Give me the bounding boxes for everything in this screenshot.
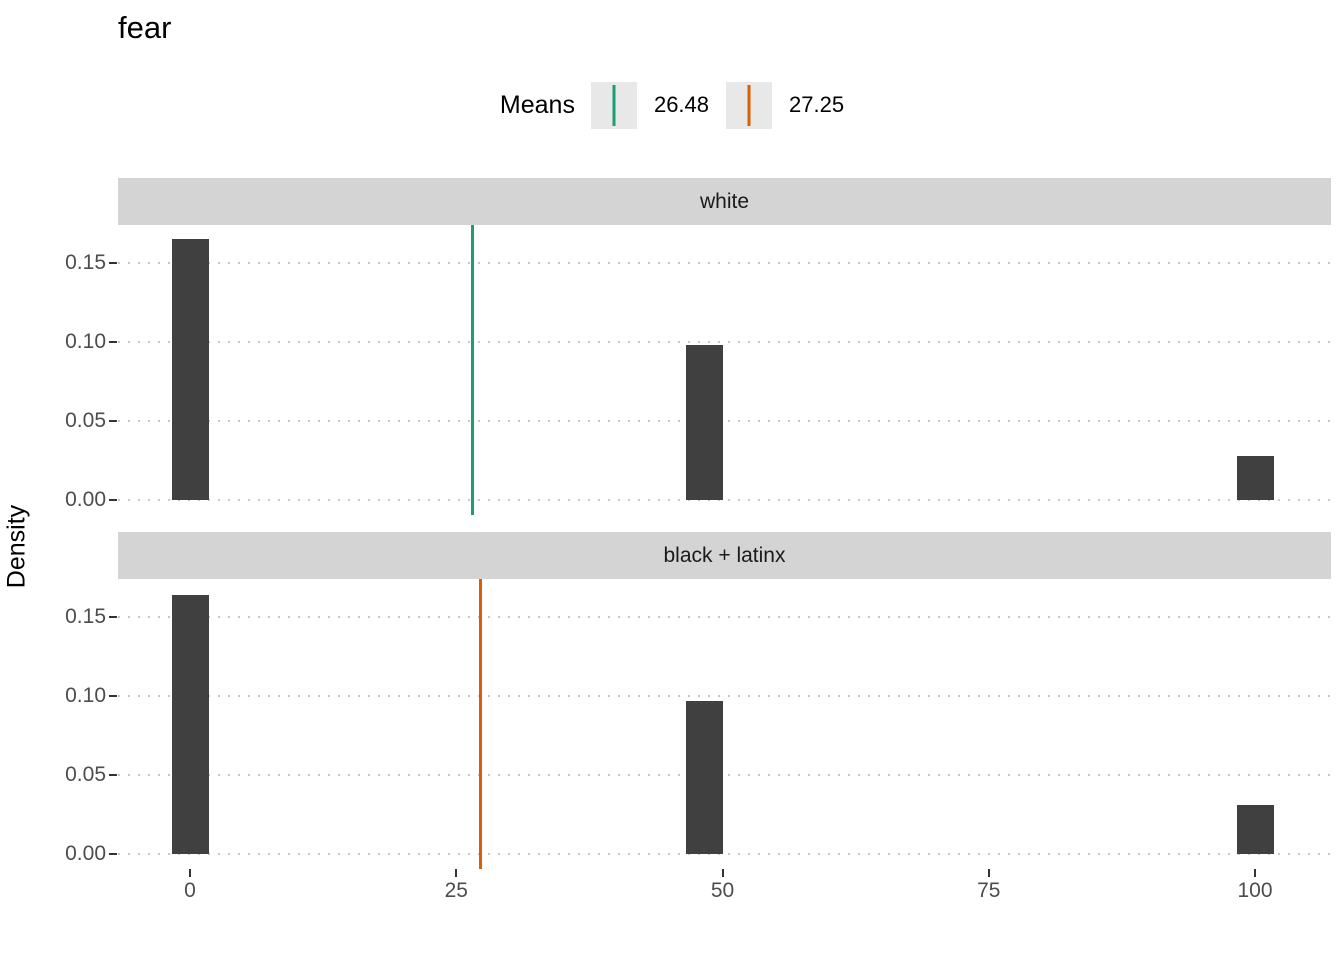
- y-axis-tick-label: 0.05: [65, 409, 106, 432]
- x-axis-tick-mark: [987, 869, 990, 877]
- mean-vline: [478, 579, 482, 869]
- legend-key-mean-line: [747, 84, 751, 126]
- gridline-y: [118, 695, 1331, 697]
- histogram-bar: [685, 345, 723, 500]
- histogram-bar: [1236, 456, 1274, 500]
- facet-strip-label: white: [699, 189, 750, 213]
- y-axis-tick-mark: [109, 499, 117, 501]
- y-axis-tick-label: 0.00: [65, 488, 106, 511]
- facet-strip-label: black + latinx: [663, 543, 786, 567]
- y-axis-tick-label: 0.10: [65, 684, 106, 707]
- legend-value: 26.48: [653, 92, 710, 117]
- gridline-y: [118, 262, 1331, 264]
- gridline-y: [118, 616, 1331, 618]
- gridline-y: [118, 420, 1331, 422]
- x-axis-tick-mark: [455, 869, 458, 877]
- legend-key-mean-line: [612, 84, 616, 126]
- legend-items: 26.48 27.25: [590, 81, 845, 129]
- x-axis-tick-mark: [721, 869, 724, 877]
- histogram-bar: [171, 595, 209, 854]
- facet-panel: [118, 225, 1331, 515]
- x-axis-tick-label: 100: [1237, 879, 1273, 902]
- y-axis-tick-mark: [109, 262, 117, 264]
- gridline-y: [118, 774, 1331, 776]
- y-axis-tick-mark: [109, 853, 117, 855]
- means-legend: Means 26.48 27.25: [0, 81, 1344, 129]
- x-axis-tick-label: 50: [710, 879, 735, 902]
- y-axis-tick-mark: [109, 695, 117, 697]
- y-axis-tick-mark: [109, 420, 117, 422]
- y-axis-title: Density: [2, 504, 31, 589]
- facet-panel: [118, 579, 1331, 869]
- gridline-y: [118, 341, 1331, 343]
- y-axis-tick-mark: [109, 341, 117, 343]
- y-axis-tick-label: 0.15: [65, 251, 106, 274]
- x-axis-tick-label: 25: [444, 879, 468, 902]
- x-axis-tick-mark: [189, 869, 191, 877]
- histogram-bar: [171, 239, 209, 500]
- facet-strip: white: [118, 178, 1331, 225]
- gridline-y: [118, 853, 1331, 855]
- y-axis-tick-label: 0.00: [65, 842, 106, 865]
- y-axis-tick-label: 0.05: [65, 763, 106, 786]
- legend-key: [726, 81, 773, 129]
- y-axis-tick-mark: [109, 616, 117, 618]
- legend-value: 27.25: [789, 92, 845, 117]
- gridline-y: [118, 499, 1331, 501]
- x-axis-tick-mark: [1254, 869, 1256, 877]
- facet-strip: black + latinx: [118, 532, 1331, 579]
- legend-key: [590, 81, 637, 129]
- x-axis-tick-label: 75: [977, 879, 1001, 902]
- plot-title: fear: [118, 10, 172, 45]
- y-axis-tick-mark: [109, 774, 117, 776]
- histogram-bar: [1236, 805, 1274, 854]
- y-axis-tick-label: 0.10: [65, 330, 106, 353]
- legend-title: Means: [499, 90, 575, 119]
- histogram-bar: [685, 701, 723, 854]
- y-axis-tick-label: 0.15: [65, 605, 106, 628]
- mean-vline: [470, 225, 474, 515]
- x-axis-tick-label: 0: [184, 879, 196, 902]
